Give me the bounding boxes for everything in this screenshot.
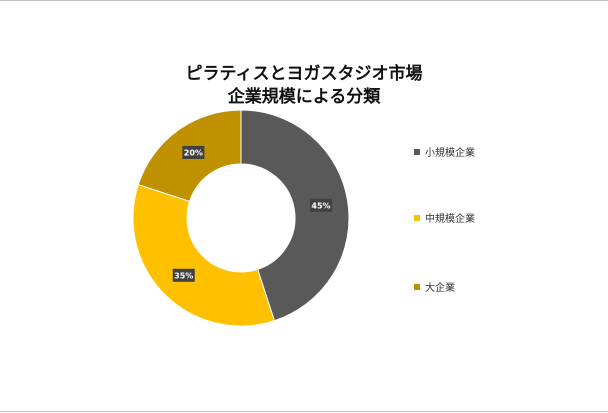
legend-label-medium: 中規模企業 xyxy=(425,214,475,225)
legend-swatch-medium xyxy=(414,214,420,221)
legend-item-medium: 中規模企業 xyxy=(414,210,475,225)
data-label-medium: 35% xyxy=(172,268,195,282)
data-label-text-large: 20% xyxy=(184,148,203,157)
legend-swatch-small xyxy=(414,148,420,155)
data-label-text-medium: 35% xyxy=(174,271,193,280)
data-label-large: 20% xyxy=(182,145,205,159)
legend-label-large: 大企業 xyxy=(425,283,455,294)
data-label-small: 45% xyxy=(310,198,333,212)
legend-item-small: 小規模企業 xyxy=(414,144,475,159)
legend-item-large: 大企業 xyxy=(414,279,455,294)
data-label-box-small xyxy=(310,198,333,212)
chart-title-line-2: 企業規模による分類 xyxy=(227,87,381,107)
legend-swatch-large xyxy=(414,283,420,290)
slice-small xyxy=(240,109,350,322)
data-label-box-medium xyxy=(172,268,195,282)
slice-medium xyxy=(132,183,276,327)
data-label-box-large xyxy=(182,145,205,159)
data-label-text-small: 45% xyxy=(311,201,330,210)
legend-label-small: 小規模企業 xyxy=(425,148,475,159)
chart-title-line-1: ピラティスとヨガスタジオ市場 xyxy=(185,64,423,84)
